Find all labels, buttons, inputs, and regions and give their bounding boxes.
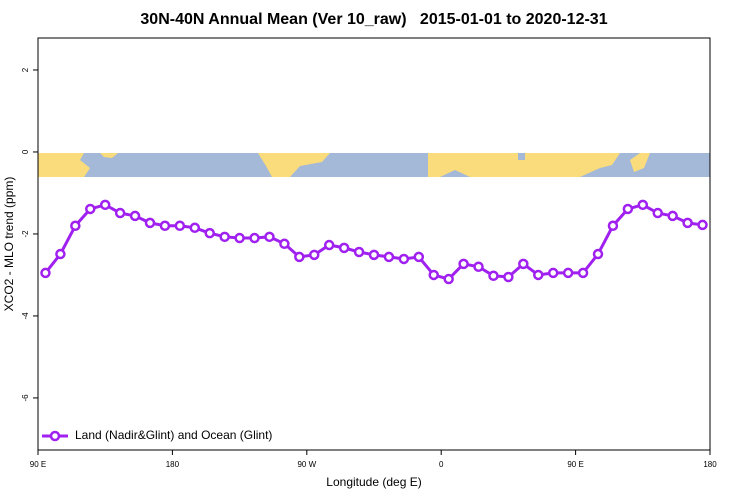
- y-tick-label: 0: [21, 149, 30, 154]
- data-point: [607, 220, 619, 232]
- data-point: [249, 232, 260, 244]
- data-point: [518, 258, 529, 270]
- data-point: [383, 251, 395, 263]
- data-point: [114, 207, 126, 219]
- data-point: [398, 253, 410, 265]
- x-tick-label: 180: [166, 460, 180, 469]
- legend-label: Land (Nadir&Glint) and Ocean (Glint): [75, 428, 272, 442]
- data-point: [279, 238, 290, 250]
- data-point: [667, 210, 678, 222]
- data-point: [264, 231, 275, 243]
- map-strip: [38, 153, 710, 177]
- data-point: [637, 199, 649, 211]
- data-point: [204, 227, 215, 239]
- x-tick-label: 90 E: [30, 460, 46, 469]
- data-point: [428, 269, 439, 281]
- data-point: [309, 249, 320, 261]
- data-point: [159, 220, 171, 232]
- data-point: [85, 203, 96, 215]
- data-point: [40, 267, 51, 279]
- data-point: [338, 242, 350, 254]
- x-tick-label: 90 W: [297, 460, 316, 469]
- chart-title: 30N-40N Annual Mean (Ver 10_raw) 2015-01…: [140, 11, 607, 28]
- data-point: [562, 267, 574, 279]
- data-point: [577, 267, 589, 279]
- x-tick-label: 90 E: [567, 460, 583, 469]
- data-point: [652, 207, 663, 219]
- y-tick-label: -6: [21, 394, 30, 402]
- data-point: [129, 210, 141, 222]
- data-point: [294, 251, 305, 263]
- data-point: [144, 217, 156, 229]
- data-point: [70, 220, 81, 232]
- legend-marker: [49, 430, 61, 442]
- data-point: [368, 249, 380, 261]
- data-point: [99, 199, 111, 211]
- data-point: [533, 269, 544, 281]
- y-tick-label: -4: [21, 312, 30, 320]
- data-point: [413, 251, 425, 263]
- data-point: [353, 246, 365, 258]
- data-point: [682, 217, 693, 229]
- x-axis-label: Longitude (deg E): [326, 475, 421, 489]
- data-point: [697, 219, 708, 231]
- data-point: [473, 261, 484, 273]
- data-point: [174, 220, 186, 232]
- x-tick-label: 0: [439, 460, 444, 469]
- plot-frame: [37, 37, 711, 451]
- data-point: [592, 248, 604, 260]
- y-axis-label: XCO2 - MLO trend (ppm): [2, 177, 16, 312]
- data-point: [234, 232, 245, 244]
- y-tick-label: 2: [21, 67, 30, 72]
- data-point: [55, 248, 66, 260]
- data-point: [443, 273, 454, 285]
- series-line: [44, 203, 703, 281]
- data-point: [622, 203, 634, 215]
- data-point: [219, 231, 230, 243]
- data-point: [323, 239, 335, 251]
- y-tick-label: -2: [21, 230, 30, 238]
- data-point: [503, 271, 514, 283]
- x-tick-label: 180: [703, 460, 717, 469]
- data-point: [458, 258, 469, 270]
- data-point: [189, 222, 201, 234]
- data-point: [488, 270, 499, 282]
- data-point: [547, 267, 559, 279]
